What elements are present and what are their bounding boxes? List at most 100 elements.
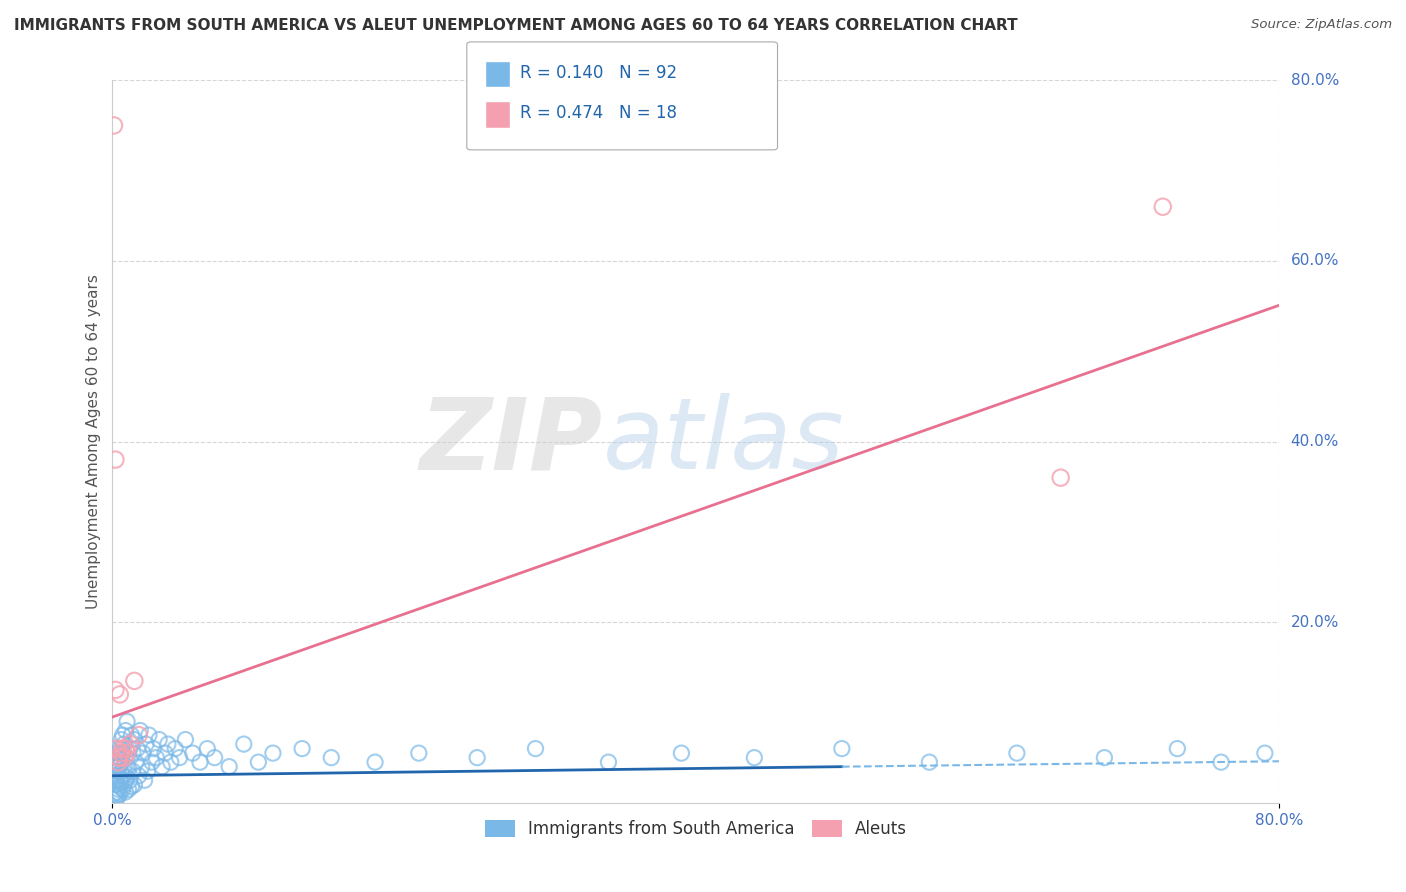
Point — [135, 737, 157, 751]
Point — [132, 746, 155, 760]
Point — [108, 780, 131, 794]
Point — [122, 764, 145, 779]
Text: 60.0%: 60.0% — [1291, 253, 1339, 268]
Point — [165, 741, 187, 756]
Point — [107, 750, 129, 764]
Point — [742, 750, 765, 764]
Point — [174, 732, 197, 747]
Point — [524, 741, 547, 756]
Text: ZIP: ZIP — [419, 393, 603, 490]
Point — [104, 773, 127, 788]
Point — [103, 769, 125, 783]
Legend: Immigrants from South America, Aleuts: Immigrants from South America, Aleuts — [478, 814, 914, 845]
Text: IMMIGRANTS FROM SOUTH AMERICA VS ALEUT UNEMPLOYMENT AMONG AGES 60 TO 64 YEARS CO: IMMIGRANTS FROM SOUTH AMERICA VS ALEUT U… — [14, 18, 1018, 33]
Point — [114, 773, 136, 788]
Point — [1254, 746, 1277, 760]
Point — [169, 750, 191, 764]
Point — [1005, 746, 1028, 760]
Point — [141, 755, 163, 769]
Point — [110, 732, 132, 747]
Point — [465, 750, 488, 764]
Point — [1152, 200, 1174, 214]
Point — [117, 782, 139, 797]
Point — [128, 728, 150, 742]
Point — [124, 673, 146, 688]
Point — [188, 755, 211, 769]
Text: R = 0.140   N = 92: R = 0.140 N = 92 — [520, 64, 678, 82]
Point — [115, 746, 138, 760]
Point — [671, 746, 693, 760]
Point — [115, 771, 138, 785]
Point — [150, 760, 173, 774]
Point — [408, 746, 430, 760]
Text: Source: ZipAtlas.com: Source: ZipAtlas.com — [1251, 18, 1392, 31]
Point — [110, 776, 132, 790]
Point — [115, 714, 138, 729]
Point — [114, 785, 136, 799]
Point — [1094, 750, 1116, 764]
Point — [918, 755, 941, 769]
Point — [112, 760, 135, 774]
Point — [104, 789, 127, 803]
Point — [232, 737, 254, 751]
Point — [107, 755, 129, 769]
Point — [127, 741, 149, 756]
Point — [108, 787, 131, 801]
Point — [105, 741, 128, 756]
Point — [291, 741, 314, 756]
Point — [124, 778, 146, 792]
Point — [156, 737, 179, 751]
Point — [364, 755, 387, 769]
Point — [105, 778, 128, 792]
Point — [128, 769, 150, 783]
Point — [142, 741, 165, 756]
Point — [108, 741, 131, 756]
Point — [105, 764, 128, 779]
Point — [107, 760, 129, 774]
Point — [1166, 741, 1188, 756]
Point — [110, 746, 132, 760]
Text: R = 0.474   N = 18: R = 0.474 N = 18 — [520, 104, 678, 122]
Point — [107, 769, 129, 783]
Point — [110, 764, 132, 779]
Point — [104, 452, 127, 467]
Point — [120, 728, 142, 742]
Point — [118, 741, 141, 756]
Point — [321, 750, 343, 764]
Point — [122, 746, 145, 760]
Point — [112, 750, 135, 764]
Point — [105, 791, 128, 805]
Point — [124, 732, 146, 747]
Point — [153, 746, 176, 760]
Point — [104, 682, 127, 697]
Point — [134, 773, 156, 788]
Point — [117, 762, 139, 776]
Point — [218, 760, 240, 774]
Point — [115, 750, 138, 764]
Point — [1209, 755, 1232, 769]
Point — [125, 755, 148, 769]
Point — [111, 782, 134, 797]
Point — [111, 769, 134, 783]
Point — [103, 119, 125, 133]
Point — [181, 746, 204, 760]
Point — [831, 741, 853, 756]
Point — [148, 732, 170, 747]
Point — [105, 750, 128, 764]
Point — [160, 755, 183, 769]
Point — [131, 760, 153, 774]
Point — [111, 746, 134, 760]
Point — [111, 728, 134, 742]
Point — [105, 785, 128, 799]
Point — [107, 746, 129, 760]
Point — [118, 773, 141, 788]
Point — [129, 723, 152, 738]
Point — [112, 778, 135, 792]
Point — [108, 757, 131, 772]
Point — [118, 737, 141, 751]
Point — [107, 782, 129, 797]
Point — [108, 773, 131, 788]
Text: 80.0%: 80.0% — [1291, 73, 1339, 87]
Point — [247, 755, 270, 769]
Point — [262, 746, 284, 760]
